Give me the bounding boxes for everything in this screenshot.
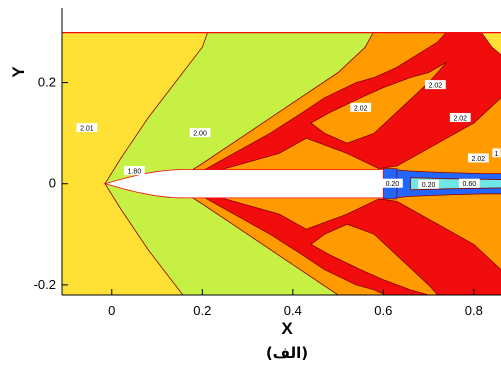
- contour-label-7: 0.20: [381, 178, 403, 188]
- contour-label-9: 0.60: [458, 178, 480, 188]
- contour-label-text: 2.02: [472, 156, 486, 163]
- band-orange-pocket-upper: [310, 61, 447, 144]
- body-shape: [103, 169, 384, 199]
- figure-caption: (الف): [266, 344, 308, 362]
- contour-labels: 2.01 1.80 2.00 2.02 2.02 2.02 2.02 0.20 0.20 0.60…: [76, 80, 501, 189]
- contour-label-text: 1: [495, 151, 499, 158]
- contour-label-5: 2.02: [449, 112, 471, 122]
- x-tick-label: 0.2: [193, 303, 211, 318]
- contour-label-text: 2.00: [193, 131, 207, 138]
- contour-label-6: 2.02: [467, 153, 489, 163]
- x-axis-ticks: 0 0.2 0.4 0.6 0.8: [108, 289, 483, 318]
- contour-label-1: 1.80: [124, 166, 145, 176]
- y-axis-title: Y: [9, 66, 28, 78]
- contour-label-text: 2.02: [429, 83, 443, 90]
- x-tick-label: 0.4: [284, 303, 302, 318]
- contour-label-2: 2.00: [189, 128, 211, 138]
- x-tick-label: 0: [108, 303, 115, 318]
- y-tick-label: 0: [49, 176, 56, 191]
- contour-label-10: 1: [492, 148, 501, 158]
- x-axis-title: X: [281, 319, 293, 338]
- contour-label-text: 0.20: [422, 182, 436, 189]
- contour-label-8: 0.20: [418, 179, 439, 189]
- x-tick-label: 0.6: [374, 303, 392, 318]
- band-yellow-corner-upper: [480, 32, 501, 56]
- band-orange-pocket-lower: [310, 223, 439, 295]
- x-tick-label: 0.8: [465, 303, 483, 318]
- contour-label-text: 0.60: [463, 181, 477, 188]
- contour-label-0: 2.01: [76, 123, 98, 133]
- contour-label-text: 0.20: [386, 181, 400, 188]
- contour-label-text: 1.80: [128, 169, 142, 176]
- y-axis-ticks: 0.2 0 -0.2: [34, 75, 68, 292]
- y-tick-label: -0.2: [34, 277, 56, 292]
- contour-label-3: 2.02: [350, 102, 372, 112]
- contour-label-4: 2.02: [424, 80, 446, 90]
- contour-label-text: 2.02: [354, 105, 368, 112]
- contour-label-text: 2.02: [453, 115, 467, 122]
- y-tick-label: 0.2: [38, 75, 56, 90]
- contour-label-text: 2.01: [80, 126, 94, 133]
